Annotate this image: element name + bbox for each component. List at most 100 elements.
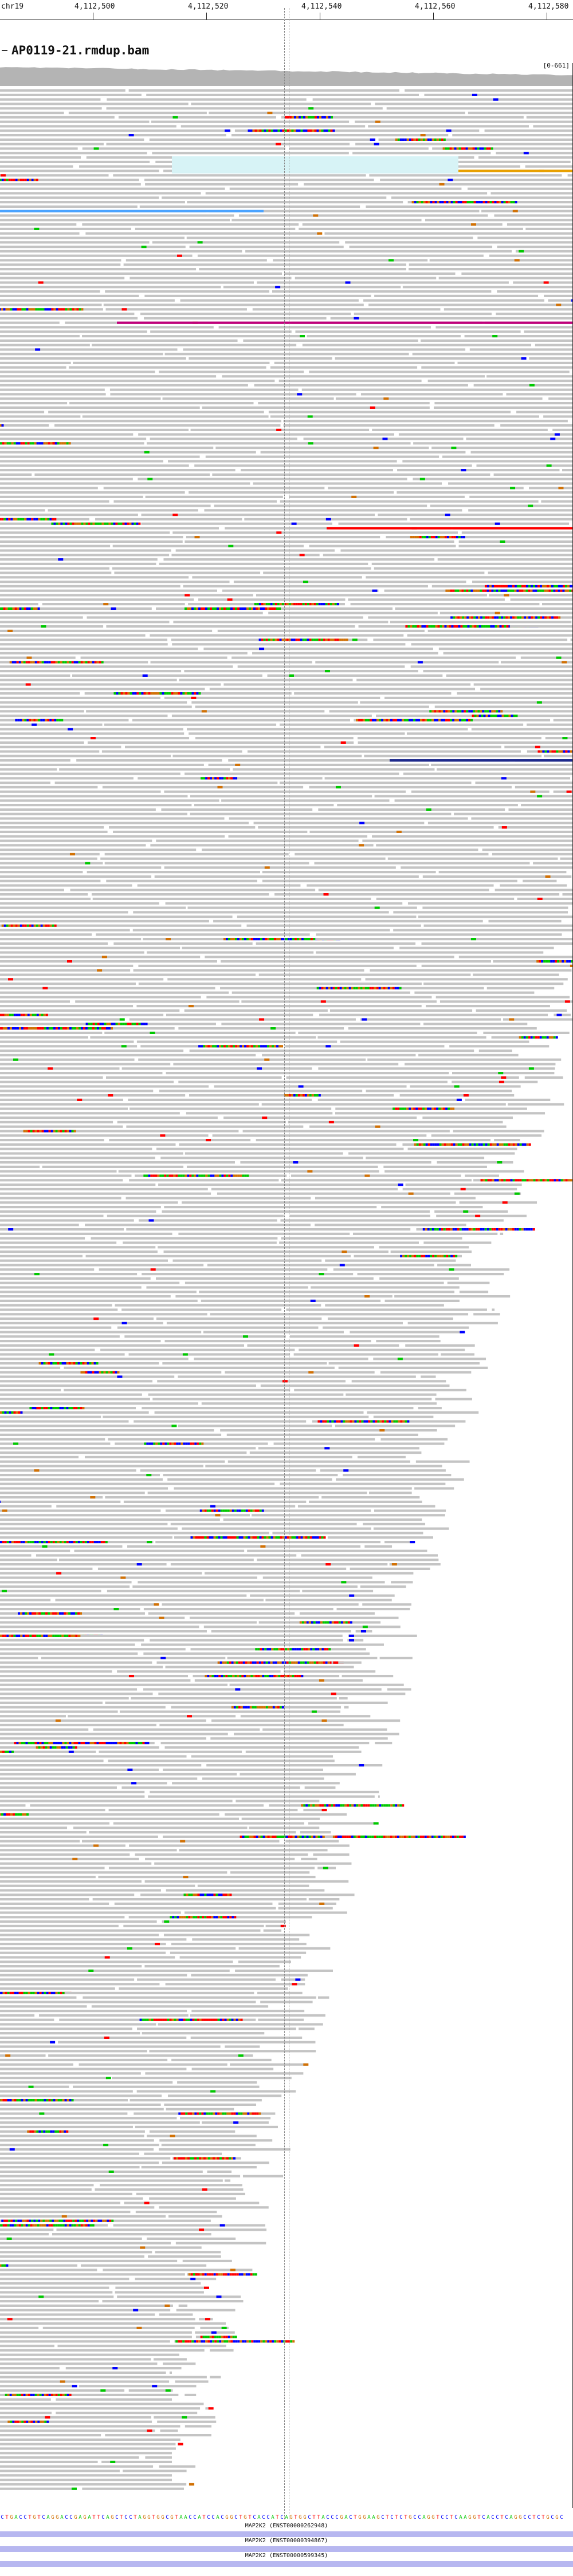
read[interactable] [0,281,254,284]
collapse-icon[interactable] [2,50,7,51]
read[interactable] [0,1701,103,1704]
read[interactable] [383,1165,487,1168]
read[interactable] [178,1080,448,1083]
read[interactable] [163,558,435,561]
read[interactable] [91,893,269,896]
read[interactable] [106,107,383,110]
read[interactable] [274,361,455,364]
read[interactable] [0,2353,179,2356]
read[interactable] [150,661,312,664]
read[interactable] [366,576,573,579]
read[interactable] [105,1076,282,1079]
read[interactable] [280,500,539,503]
read[interactable] [0,2286,109,2289]
read[interactable] [0,1893,135,1896]
read[interactable] [211,1630,351,1633]
read[interactable] [128,89,400,92]
read[interactable] [0,1907,276,1910]
read[interactable] [200,2326,229,2329]
read[interactable] [103,1415,369,1418]
read[interactable] [236,1800,320,1802]
read[interactable] [0,227,132,230]
read[interactable] [176,2309,236,2311]
read[interactable] [223,683,471,686]
read[interactable] [0,849,197,851]
read[interactable] [123,1241,277,1244]
read[interactable] [402,460,573,463]
read[interactable] [410,518,573,520]
read[interactable] [101,2460,172,2463]
read[interactable] [106,143,350,145]
read[interactable] [0,1862,152,1865]
read[interactable] [185,2425,212,2428]
read[interactable] [0,2278,129,2281]
read[interactable] [159,2465,196,2468]
read[interactable] [0,1809,105,1812]
read[interactable] [393,929,573,932]
read[interactable] [260,451,466,453]
read[interactable] [0,1581,132,1584]
read[interactable] [256,942,416,945]
read[interactable] [190,795,372,798]
read[interactable] [0,1996,77,1999]
read[interactable] [471,817,573,820]
read[interactable] [129,1107,332,1110]
read[interactable] [135,1853,308,1856]
read[interactable] [0,1157,155,1159]
read[interactable] [0,1871,227,1874]
read[interactable] [515,250,573,253]
read[interactable] [160,1157,363,1159]
read[interactable] [175,2380,209,2383]
read[interactable] [0,830,108,833]
read[interactable] [0,1094,186,1097]
read[interactable] [378,138,573,141]
read[interactable] [427,629,573,632]
read[interactable] [0,2117,177,2120]
read[interactable] [0,1800,233,1802]
read[interactable] [0,348,178,351]
read[interactable] [244,518,407,520]
read[interactable] [140,1469,316,1472]
read[interactable] [135,2211,217,2214]
read[interactable] [180,125,366,128]
read[interactable] [0,884,132,887]
read[interactable] [0,1822,110,1825]
read[interactable] [304,1786,336,1789]
read[interactable] [41,1656,226,1659]
read[interactable] [113,942,253,945]
read[interactable] [226,1433,418,1436]
read[interactable] [0,1098,124,1101]
read[interactable] [260,1384,450,1387]
read[interactable] [191,1974,308,1977]
read[interactable] [0,916,233,918]
read[interactable] [315,938,573,941]
read[interactable] [197,254,484,257]
read[interactable] [202,406,430,409]
read[interactable] [0,2336,192,2338]
read[interactable] [0,531,170,534]
read[interactable] [0,192,201,195]
read[interactable] [0,2474,172,2477]
read[interactable] [521,804,573,807]
read[interactable] [162,1210,430,1213]
read[interactable] [155,2251,221,2254]
read[interactable] [136,2090,296,2093]
read[interactable] [323,1326,469,1329]
read[interactable] [108,1760,335,1762]
read[interactable] [180,2117,271,2120]
read[interactable] [427,822,573,825]
read[interactable] [112,2077,292,2080]
read[interactable] [233,768,435,771]
read[interactable] [143,1652,370,1655]
read[interactable] [295,330,521,333]
read[interactable] [352,152,491,155]
read[interactable] [348,1027,537,1030]
read[interactable] [125,1197,311,1200]
read[interactable] [0,648,198,650]
read[interactable] [435,1398,472,1401]
read[interactable] [411,643,573,646]
read[interactable] [422,875,572,878]
read[interactable] [0,433,134,436]
read[interactable] [0,1050,184,1052]
read[interactable] [142,2032,265,2035]
